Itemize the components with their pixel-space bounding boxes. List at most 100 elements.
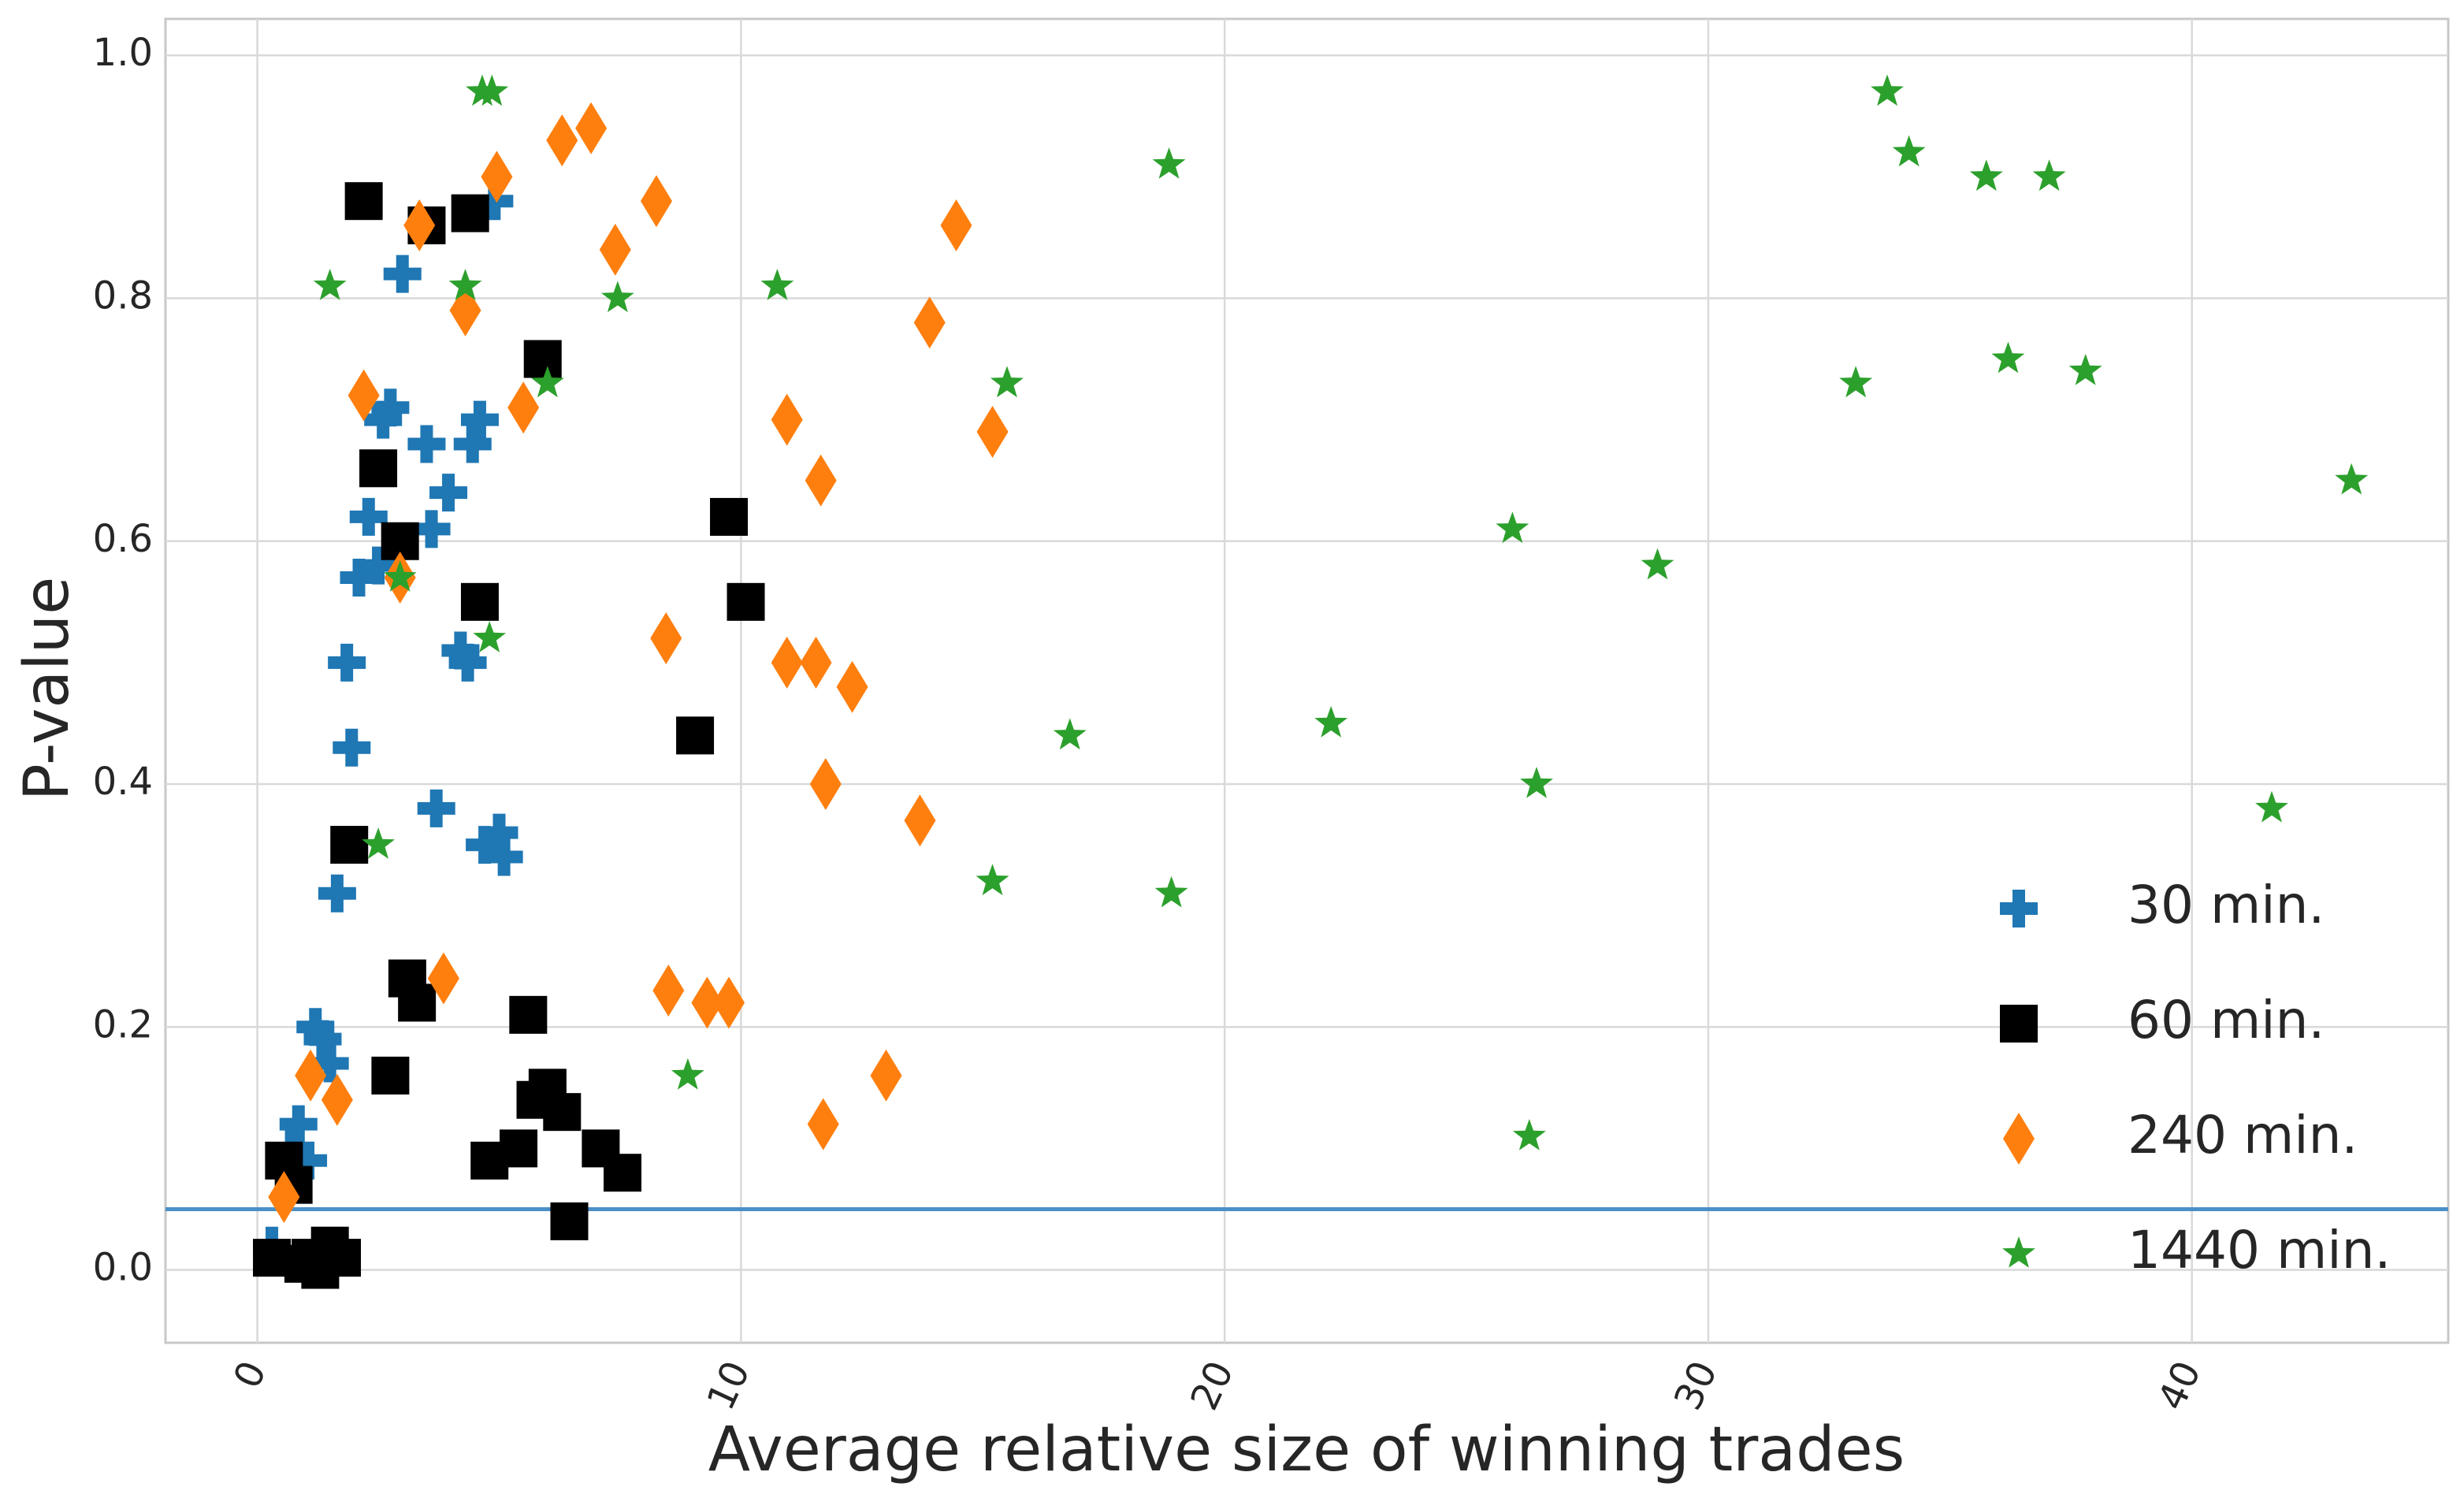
- point-1440-min-min: [760, 269, 794, 300]
- point-240-min-min: [481, 151, 513, 203]
- grid: [165, 19, 2448, 1343]
- x-tick-label: 10: [698, 1355, 759, 1417]
- point-1440-min-min: [473, 621, 507, 652]
- y-tick-label: 0.4: [93, 760, 153, 804]
- point-60-min-min: [710, 497, 749, 536]
- point-240-min-min: [976, 406, 1009, 459]
- point-1440-min-min: [1314, 705, 1348, 738]
- point-240-min-min: [836, 660, 868, 713]
- y-tick-label: 0.0: [93, 1246, 153, 1290]
- point-240-min-min: [904, 794, 936, 847]
- point-240-min-min: [403, 199, 436, 252]
- point-240-min-min: [268, 1171, 300, 1224]
- point-240-min-min: [599, 223, 631, 276]
- point-1440-min-min: [2068, 354, 2102, 385]
- point-1440-min-min: [1969, 159, 2003, 191]
- point-240-min-min: [575, 102, 608, 154]
- y-axis-label: P-value: [12, 577, 83, 801]
- point-60-min-min: [460, 582, 499, 621]
- point-60-min-min: [727, 582, 765, 621]
- x-tick-label: 0: [225, 1355, 276, 1395]
- point-30-min-min: [466, 826, 504, 864]
- point-1440-min-min: [362, 827, 395, 859]
- point-30-min-min: [340, 558, 378, 597]
- point-240-min-min: [321, 1073, 353, 1126]
- point-1440-min-min: [1520, 767, 1553, 798]
- point-240-min-min: [295, 1049, 327, 1102]
- point-60-min-min: [330, 826, 369, 864]
- point-1440-min-min: [475, 74, 509, 106]
- point-30-min-min: [303, 1020, 342, 1058]
- point-60-min-min: [344, 182, 383, 221]
- point-1440-min-min: [976, 864, 1009, 896]
- point-1440-min-min: [531, 366, 564, 398]
- point-60-min-min: [543, 1093, 582, 1132]
- point-1440-min-min: [671, 1058, 704, 1090]
- point-30-min-min: [412, 510, 451, 548]
- point-60-min-min: [604, 1154, 642, 1192]
- point-1440-min-min: [2032, 159, 2066, 191]
- legend-label: 30 min.: [2128, 875, 2325, 935]
- legend-marker-60-min-min: [2000, 1005, 2038, 1043]
- point-1440-min-min: [383, 560, 417, 592]
- point-1440-min-min: [1641, 548, 1674, 580]
- point-1440-min-min: [1053, 718, 1087, 750]
- x-tick-label: 40: [2150, 1355, 2210, 1417]
- data-points: [253, 74, 2369, 1289]
- point-1440-min-min: [1512, 1119, 1546, 1150]
- point-240-min-min: [652, 965, 685, 1017]
- point-240-min-min: [546, 114, 578, 167]
- point-240-min-min: [771, 393, 803, 446]
- point-1440-min-min: [1839, 366, 1873, 398]
- point-30-min-min: [328, 643, 366, 682]
- point-60-min-min: [509, 995, 548, 1034]
- point-1440-min-min: [313, 269, 347, 300]
- point-30-min-min: [333, 728, 371, 767]
- point-240-min-min: [691, 976, 723, 1029]
- legend-label: 240 min.: [2128, 1105, 2358, 1165]
- point-60-min-min: [500, 1129, 538, 1168]
- point-60-min-min: [676, 716, 715, 755]
- point-240-min-min: [640, 175, 672, 228]
- point-30-min-min: [407, 425, 446, 463]
- x-tick-label: 20: [1182, 1355, 1243, 1417]
- legend-marker-240-min-min: [2003, 1113, 2035, 1165]
- point-1440-min-min: [1871, 74, 1904, 106]
- y-tick-label: 0.8: [93, 273, 153, 318]
- point-240-min-min: [347, 369, 380, 422]
- point-60-min-min: [323, 1239, 362, 1277]
- point-240-min-min: [870, 1049, 902, 1102]
- point-1440-min-min: [990, 366, 1024, 398]
- point-30-min-min: [383, 255, 422, 293]
- point-1440-min-min: [1892, 135, 1926, 167]
- legend-marker-1440-min-min: [2002, 1236, 2035, 1268]
- point-1440-min-min: [2255, 790, 2288, 823]
- point-240-min-min: [807, 1098, 839, 1150]
- point-30-min-min: [371, 388, 410, 427]
- point-240-min-min: [427, 952, 459, 1005]
- point-1440-min-min: [601, 281, 634, 313]
- point-240-min-min: [809, 758, 842, 811]
- point-30-min-min: [279, 1105, 318, 1143]
- point-30-min-min: [417, 789, 455, 827]
- point-30-min-min: [310, 1044, 349, 1083]
- point-1440-min-min: [2335, 463, 2369, 495]
- legend-marker-30-min-min: [2000, 890, 2038, 927]
- legend-label: 60 min.: [2128, 990, 2325, 1050]
- point-30-min-min: [453, 425, 492, 463]
- point-30-min-min: [441, 631, 480, 670]
- point-1440-min-min: [448, 269, 482, 300]
- y-tick-label: 1.0: [93, 31, 153, 75]
- point-240-min-min: [771, 636, 803, 689]
- point-30-min-min: [359, 546, 398, 585]
- point-1440-min-min: [1154, 875, 1188, 908]
- point-30-min-min: [349, 497, 388, 536]
- point-60-min-min: [550, 1202, 589, 1240]
- point-240-min-min: [650, 612, 682, 665]
- point-60-min-min: [359, 449, 398, 488]
- legend: 30 min. 60 min. 240 min. 1440 min.: [2000, 875, 2391, 1281]
- point-240-min-min: [940, 199, 972, 252]
- point-30-min-min: [318, 874, 356, 913]
- point-240-min-min: [713, 976, 745, 1029]
- point-60-min-min: [451, 194, 489, 232]
